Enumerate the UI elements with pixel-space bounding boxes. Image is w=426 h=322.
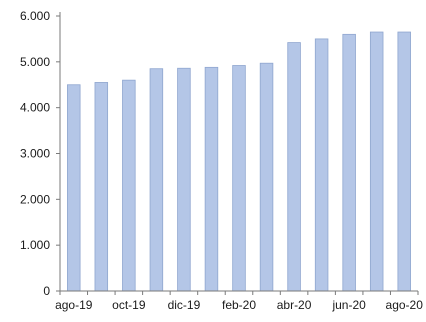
bars	[67, 31, 411, 292]
bar-mar-20	[259, 62, 274, 292]
bar-sep-19	[94, 82, 109, 292]
bar-feb-20	[232, 65, 246, 292]
bar-oct-19	[122, 79, 136, 292]
x-tick-label: jun-20	[331, 298, 366, 312]
bar-ene-20	[204, 66, 219, 292]
x-axis: ago-19 oct-19 dic-19 feb-20 abr-20 jun-20 ago-…	[55, 290, 424, 312]
bar-nov-19	[149, 68, 164, 292]
bar-abr-20	[287, 42, 301, 292]
bar-dic-19	[177, 67, 191, 292]
y-tick-label: 3.000	[20, 147, 50, 161]
x-tick-label: feb-20	[222, 298, 256, 312]
x-tick-label: dic-19	[168, 298, 201, 312]
y-tick-label: 2.000	[20, 192, 50, 206]
bar-ago-20	[397, 31, 411, 292]
bar-jun-20	[342, 33, 356, 292]
y-axis: 0 1.000 2.000 3.000 4.000 5.000 6.000	[20, 9, 61, 298]
y-tick-label: 1.000	[20, 238, 50, 252]
bar-jul-20	[369, 31, 384, 292]
y-tick-label: 5.000	[20, 55, 50, 69]
bar-may-20	[314, 38, 329, 292]
bar-ago-19	[67, 84, 81, 292]
x-tick-label: oct-19	[112, 298, 146, 312]
x-tick-label: ago-19	[55, 298, 93, 312]
x-tick-label: abr-20	[277, 298, 312, 312]
y-tick-label: 6.000	[20, 9, 50, 23]
x-tick-label: ago-20	[386, 298, 424, 312]
y-tick-label: 0	[43, 284, 50, 298]
y-tick-label: 4.000	[20, 101, 50, 115]
